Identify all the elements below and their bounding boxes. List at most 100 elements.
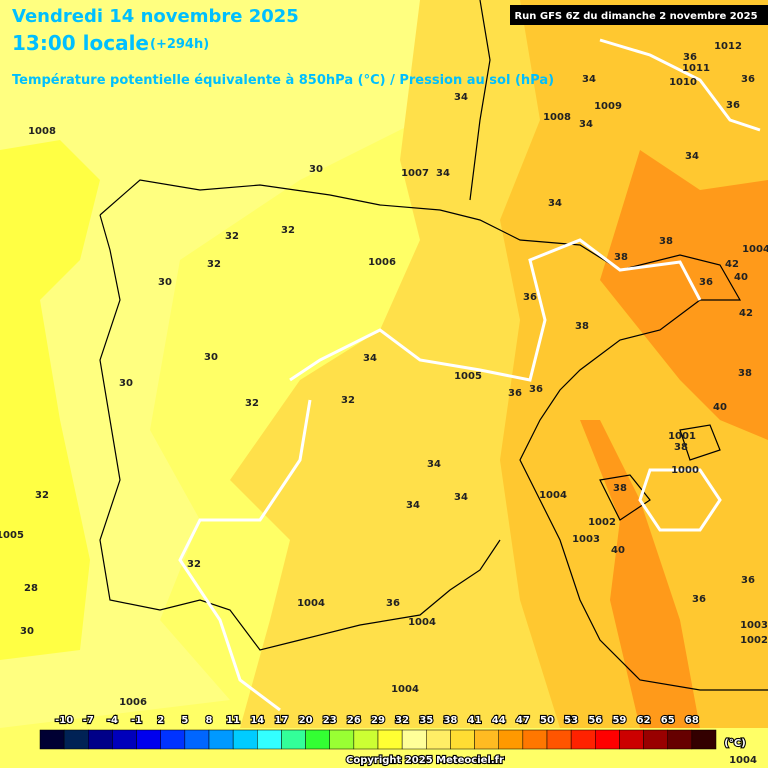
contour-label: 1005 [0,530,24,541]
contour-label: 32 [35,490,49,501]
orange-zone [500,0,768,728]
contour-label: 40 [713,402,727,413]
contour-label: 42 [725,259,739,270]
contour-label: 36 [741,74,755,85]
contour-label: 1006 [368,257,396,268]
contour-label: 32 [225,231,239,242]
contour-label: 30 [204,352,218,363]
color-swatch [39,729,65,750]
copyright: Copyright 2025 Meteociel.fr [346,755,504,766]
colorbar-label: -1 [131,715,142,726]
contour-label: 34 [685,151,699,162]
isotherms [178,38,761,712]
colorbar-label: 65 [661,715,675,726]
contour-label: 28 [24,583,38,594]
contour-label: 1004 [408,617,436,628]
colorbar-label: 62 [637,715,651,726]
contour-label: 1009 [594,101,622,112]
color-swatch [474,729,499,750]
color-swatch [160,729,186,750]
contour-label: 36 [523,292,537,303]
contour-label: 34 [454,92,468,103]
color-swatch [184,729,210,750]
color-swatch [619,729,644,750]
contour-label: 34 [427,459,441,470]
colorbar-label: 14 [250,715,264,726]
contour-label: 32 [341,395,355,406]
colorbar-label: 5 [181,715,188,726]
color-swatch [595,729,620,750]
contour-label: 32 [207,259,221,270]
colorbar-label: -10 [55,715,73,726]
contour-label: 30 [20,626,34,637]
subtitle: Température potentielle équivalente à 85… [12,73,554,88]
contour-label: 36 [386,598,400,609]
colorbar-label: 38 [443,715,457,726]
contour-label: 34 [436,168,450,179]
color-swatch [546,729,572,750]
contour-label: 36 [529,384,543,395]
color-swatch [136,729,161,750]
colorbar-label: 50 [540,715,554,726]
colorbar: -10 -7 -4 -1 2 5 8 11 14 17 20 23 26 29 32 35 38 41 44 47 50… [39,714,717,750]
contour-label: 38 [575,321,589,332]
contour-label: 1001 [668,431,696,442]
contour-label: 38 [738,368,752,379]
colorbar-label: 44 [492,715,506,726]
color-swatch [281,729,306,750]
pale-zone [0,0,420,728]
contour-label: 36 [692,594,706,605]
contour-label: 40 [734,272,748,283]
color-swatch [570,729,596,750]
contour-label: 34 [454,492,468,503]
colorbar-label: 20 [299,715,313,726]
contour-label: 1006 [119,697,147,708]
colorbar-label: 47 [516,715,530,726]
color-swatch [450,729,475,750]
contour-label: 36 [683,52,697,63]
color-swatch [257,729,282,750]
contour-label: 36 [699,277,713,288]
yellow-zone [0,140,100,660]
color-swatch [401,729,427,750]
contour-label: 38 [659,236,673,247]
color-swatch [522,729,548,750]
colorbar-label: -4 [107,715,118,726]
contour-label: 34 [548,198,562,209]
contour-label: 30 [309,164,323,175]
contour-label: 36 [726,100,740,111]
color-swatch [667,729,693,750]
color-swatch [208,729,234,750]
contour-label: 38 [613,483,627,494]
contour-label: 34 [363,353,377,364]
contour-label: 1002 [740,635,768,646]
contour-label: 1003 [740,620,768,631]
colorbar-label: 68 [685,715,699,726]
contour-label: 1012 [714,41,742,52]
hot-zone [580,150,768,728]
time: 13:00 locale [12,31,149,55]
contour-label: 1008 [28,126,56,137]
color-swatch [305,729,330,750]
contour-label: 38 [614,252,628,263]
colorbar-label: 11 [226,715,240,726]
contour-label: 1005 [454,371,482,382]
colorbar-label: 26 [347,715,361,726]
contour-label: 34 [579,119,593,130]
contour-label: 1007 [401,168,429,179]
colorbar-label: 59 [612,715,626,726]
contour-label: 1002 [588,517,616,528]
color-swatch [426,729,451,750]
contour-label: 30 [119,378,133,389]
colorbar-label: 56 [588,715,602,726]
color-swatch [377,729,403,750]
contour-label: 1004 [742,244,768,255]
contour-label: 34 [582,74,596,85]
color-swatch [643,729,668,750]
contour-label: 32 [281,225,295,236]
contour-label: 1004 [539,490,567,501]
color-swatch [88,729,113,750]
coastlines [99,0,768,691]
